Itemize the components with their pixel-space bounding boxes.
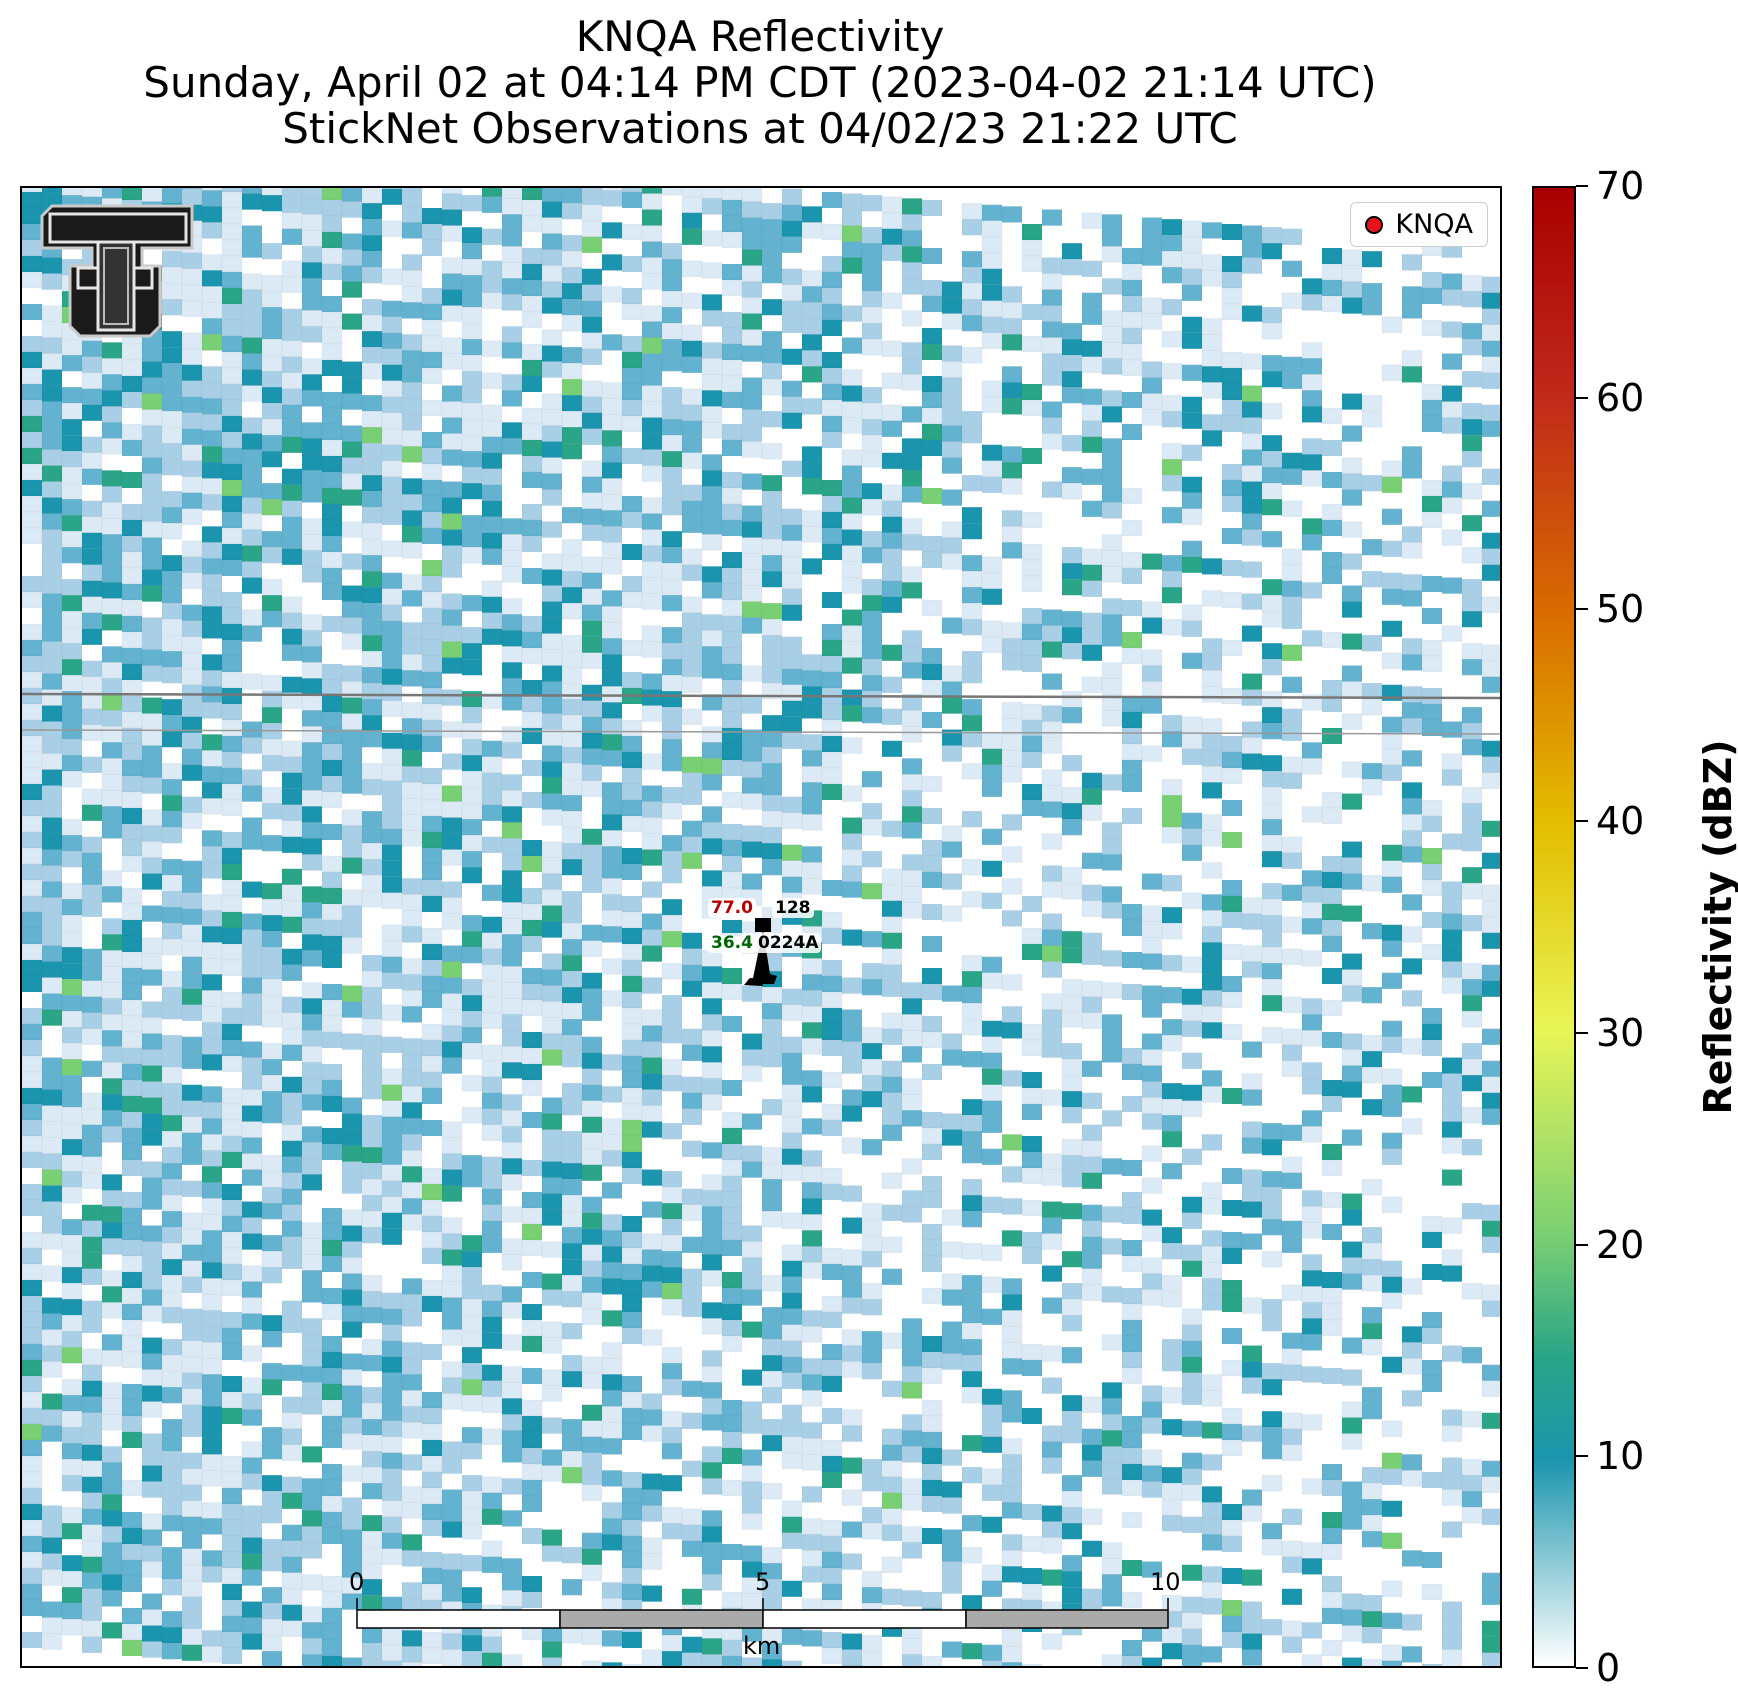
- colorbar-tick-mark: [1576, 1667, 1588, 1669]
- scale-bar: [356, 1598, 1169, 1629]
- chart-title: KNQA Reflectivity: [575, 12, 945, 61]
- scale-tick-5: 5: [755, 1568, 771, 1596]
- colorbar-tick-mark: [1576, 608, 1588, 611]
- double-t-logo: [40, 204, 194, 338]
- colorbar-tick-label: 0: [1596, 1646, 1621, 1690]
- colorbar-tick-mark: [1576, 820, 1588, 823]
- scale-tick-0: 0: [349, 1568, 365, 1596]
- colorbar-label: Reflectivity (dBZ): [1696, 739, 1738, 1115]
- reflectivity-colorbar: [1532, 186, 1576, 1668]
- colorbar-tick-mark: [1576, 396, 1588, 399]
- colorbar-tick-label: 50: [1596, 587, 1645, 632]
- chart-subtitle: Sunday, April 02 at 04:14 PM CDT (2023-0…: [143, 58, 1377, 107]
- station-dewpoint: 36.4: [708, 933, 756, 953]
- colorbar-tick-label: 70: [1596, 164, 1645, 208]
- colorbar-tick-label: 60: [1596, 375, 1645, 420]
- colorbar-tick-label: 30: [1596, 1010, 1645, 1055]
- colorbar-tick-label: 10: [1596, 1434, 1645, 1479]
- colorbar-tick-label: 20: [1596, 1222, 1645, 1267]
- scale-unit: km: [743, 1632, 781, 1660]
- station-temperature: 77.0: [708, 898, 756, 918]
- station-pressure: 128: [772, 898, 814, 918]
- colorbar-tick-mark: [1576, 1243, 1588, 1246]
- legend-label: KNQA: [1395, 209, 1473, 240]
- colorbar-tick-mark: [1576, 1455, 1588, 1458]
- wind-barb-icon: [744, 918, 777, 986]
- station-id: 0224A: [755, 933, 822, 953]
- reflectivity-field: [22, 188, 1500, 1666]
- county-line: [22, 692, 1500, 700]
- map-legend: KNQA: [1350, 202, 1488, 247]
- radar-map[interactable]: KNQA 77.0 128 36.4 0224A 0 5 10 km: [20, 186, 1502, 1668]
- observation-time: StickNet Observations at 04/02/23 21:22 …: [282, 104, 1238, 153]
- road-line: [22, 729, 1500, 735]
- colorbar-tick-mark: [1576, 185, 1588, 187]
- radar-site-marker-icon: [1365, 215, 1384, 234]
- colorbar-tick-label: 40: [1596, 799, 1645, 844]
- colorbar-tick-mark: [1576, 1031, 1588, 1034]
- scale-tick-10: 10: [1150, 1568, 1181, 1596]
